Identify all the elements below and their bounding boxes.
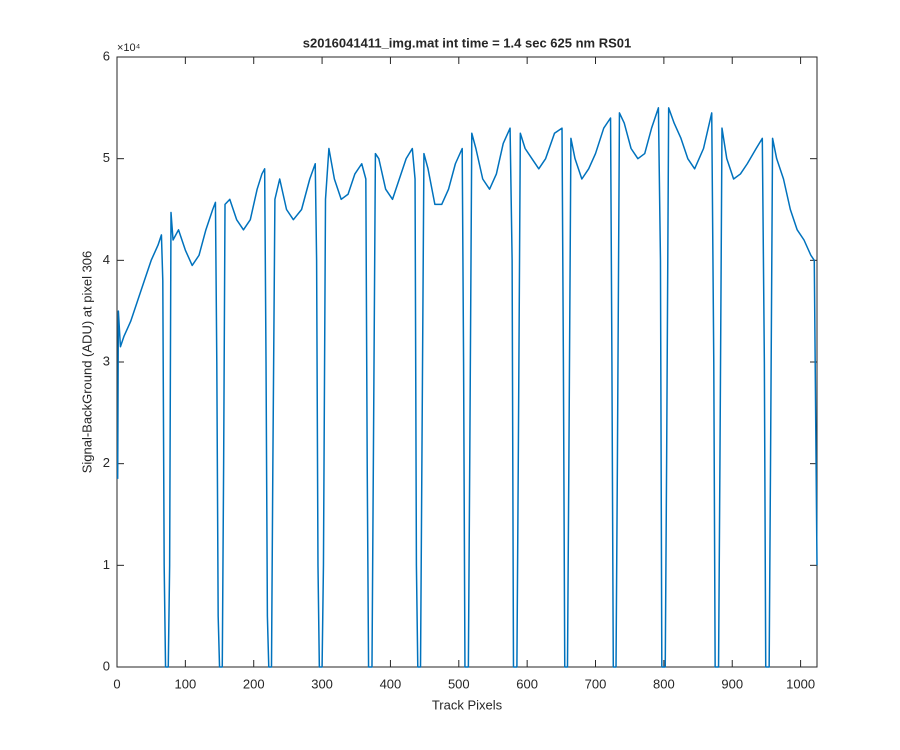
x-tick-label: 400 (380, 676, 402, 691)
x-tick-label: 600 (516, 676, 538, 691)
x-tick-label: 100 (175, 676, 197, 691)
y-tick-label: 0 (103, 658, 110, 673)
y-tick-label: 6 (103, 48, 110, 63)
y-tick-label: 1 (103, 557, 110, 572)
y-tick-label: 2 (103, 455, 110, 470)
data-line (116, 107, 818, 668)
y-axis-label: Signal-BackGround (ADU) at pixel 306 (79, 251, 94, 474)
x-tick-label: 300 (311, 676, 333, 691)
x-tick-label: 500 (448, 676, 470, 691)
x-tick-label: 1000 (786, 676, 815, 691)
x-tick-label: 800 (653, 676, 675, 691)
x-tick-label: 200 (243, 676, 265, 691)
chart-title: s2016041411_img.mat int time = 1.4 sec 6… (303, 35, 631, 50)
x-tick-label: 0 (113, 676, 120, 691)
y-tick-label: 3 (103, 353, 110, 368)
x-tick-label: 900 (721, 676, 743, 691)
y-exponent-label: ×10⁴ (117, 42, 141, 54)
y-tick-label: 5 (103, 150, 110, 165)
y-tick-label: 4 (103, 252, 110, 267)
x-tick-label: 700 (585, 676, 607, 691)
x-axis-label: Track Pixels (432, 697, 503, 712)
